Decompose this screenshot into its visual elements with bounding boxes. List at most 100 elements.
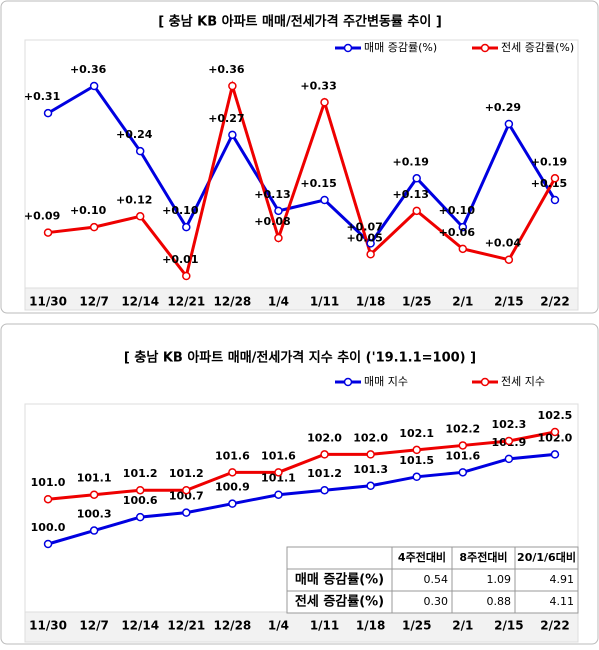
data-point xyxy=(182,485,191,495)
value-label: 101.6 xyxy=(261,449,296,462)
x-tick-label: 12/7 xyxy=(79,619,108,633)
x-tick-label: 12/14 xyxy=(121,619,159,633)
data-point xyxy=(412,206,421,216)
value-label: +0.04 xyxy=(485,237,522,250)
legend-label: 전세 지수 xyxy=(501,375,545,388)
x-tick-label: 1/25 xyxy=(402,295,431,309)
value-label: 102.1 xyxy=(399,427,434,440)
x-tick-label: 2/15 xyxy=(494,619,523,633)
table-header: 8주전대비 xyxy=(459,550,507,564)
plot-area xyxy=(24,39,579,289)
value-label: 100.0 xyxy=(31,521,66,534)
x-tick-label: 1/18 xyxy=(356,619,385,633)
series-line xyxy=(47,452,556,546)
data-point xyxy=(89,222,99,232)
value-label: 102.0 xyxy=(353,431,388,444)
x-tick-label: 2/1 xyxy=(452,619,473,633)
axis-band xyxy=(24,287,579,311)
x-tick-label: 12/7 xyxy=(79,295,108,309)
x-tick-label: 2/15 xyxy=(494,295,523,309)
x-tick-label: 12/21 xyxy=(167,295,205,309)
value-label: 100.6 xyxy=(123,494,158,507)
value-label: +0.19 xyxy=(531,155,567,168)
data-point xyxy=(366,239,375,248)
data-point xyxy=(550,427,560,437)
x-tick-label: 2/22 xyxy=(540,295,569,309)
value-label: 100.9 xyxy=(215,481,250,494)
data-point xyxy=(43,539,53,549)
value-label: +0.36 xyxy=(208,63,245,76)
data-point xyxy=(320,450,329,459)
data-point xyxy=(366,450,375,459)
value-label: +0.10 xyxy=(70,204,107,217)
data-point xyxy=(228,499,237,508)
value-label: 101.1 xyxy=(261,472,296,485)
x-tick-label: 12/28 xyxy=(213,295,251,309)
value-label: 101.6 xyxy=(215,449,250,462)
value-label: +0.15 xyxy=(531,177,567,190)
data-point xyxy=(504,119,514,129)
data-point xyxy=(182,222,191,232)
value-label: 101.5 xyxy=(399,454,434,467)
legend-marker xyxy=(343,43,353,53)
value-label: +0.29 xyxy=(485,101,521,114)
value-label: +0.06 xyxy=(439,226,476,239)
value-label: +0.08 xyxy=(254,215,290,228)
value-label: +0.09 xyxy=(24,210,60,223)
data-point xyxy=(504,436,514,446)
data-point xyxy=(504,255,514,264)
legend-marker xyxy=(480,43,490,53)
x-tick-label: 12/28 xyxy=(213,619,251,633)
data-point xyxy=(228,468,237,477)
data-point xyxy=(458,468,468,477)
data-point xyxy=(320,195,329,205)
chart-title: [ 충남 KB 아파트 매매/전세가격 주간변동률 추이 ] xyxy=(158,14,442,30)
value-label: +0.10 xyxy=(439,204,476,217)
data-point xyxy=(366,481,375,491)
data-point xyxy=(274,233,283,243)
table-cell: 4.11 xyxy=(550,595,575,608)
legend-marker xyxy=(480,377,490,387)
table-header: 20/1/6대비 xyxy=(517,550,576,564)
data-point xyxy=(89,490,99,499)
x-tick-label: 2/1 xyxy=(452,295,473,309)
value-label: +0.07 xyxy=(346,220,382,233)
value-label: +0.19 xyxy=(393,155,429,168)
value-label: 102.2 xyxy=(445,422,480,435)
x-tick-label: 11/30 xyxy=(29,295,67,309)
data-point xyxy=(135,212,145,221)
data-point xyxy=(135,146,145,156)
data-point xyxy=(228,81,237,91)
value-label: +0.13 xyxy=(393,188,429,201)
value-label: 101.0 xyxy=(31,476,66,489)
legend-label: 매매 증감률(%) xyxy=(364,41,437,54)
value-label: +0.01 xyxy=(162,253,198,266)
legend-label: 매매 지수 xyxy=(364,375,408,388)
data-point xyxy=(182,271,191,281)
chart-title: [ 충남 KB 아파트 매매/전세가격 지수 추이 ('19.1.1=100) … xyxy=(124,350,476,366)
x-tick-label: 1/18 xyxy=(356,295,385,309)
table-bg xyxy=(286,546,579,614)
value-label: 101.1 xyxy=(77,472,112,485)
table-row-label: 매매 증감률(%) xyxy=(295,573,384,588)
x-tick-label: 1/11 xyxy=(310,295,339,309)
data-point xyxy=(135,512,145,522)
table-cell: 1.09 xyxy=(487,573,512,586)
table-cell: 0.54 xyxy=(424,573,449,586)
value-label: 101.3 xyxy=(353,463,388,476)
table-cell: 4.91 xyxy=(550,573,575,586)
x-tick-label: 11/30 xyxy=(29,619,67,633)
data-point xyxy=(89,81,99,91)
data-point xyxy=(412,174,421,183)
data-point xyxy=(274,468,283,477)
data-point xyxy=(320,98,329,107)
value-label: 101.2 xyxy=(169,467,204,480)
value-label: +0.36 xyxy=(70,63,107,76)
value-label: +0.12 xyxy=(116,193,152,206)
data-point xyxy=(458,244,468,254)
data-point xyxy=(320,485,329,495)
x-tick-label: 12/21 xyxy=(167,619,205,633)
data-point xyxy=(412,472,421,482)
x-tick-label: 1/4 xyxy=(268,295,289,309)
legend-marker xyxy=(343,377,353,387)
